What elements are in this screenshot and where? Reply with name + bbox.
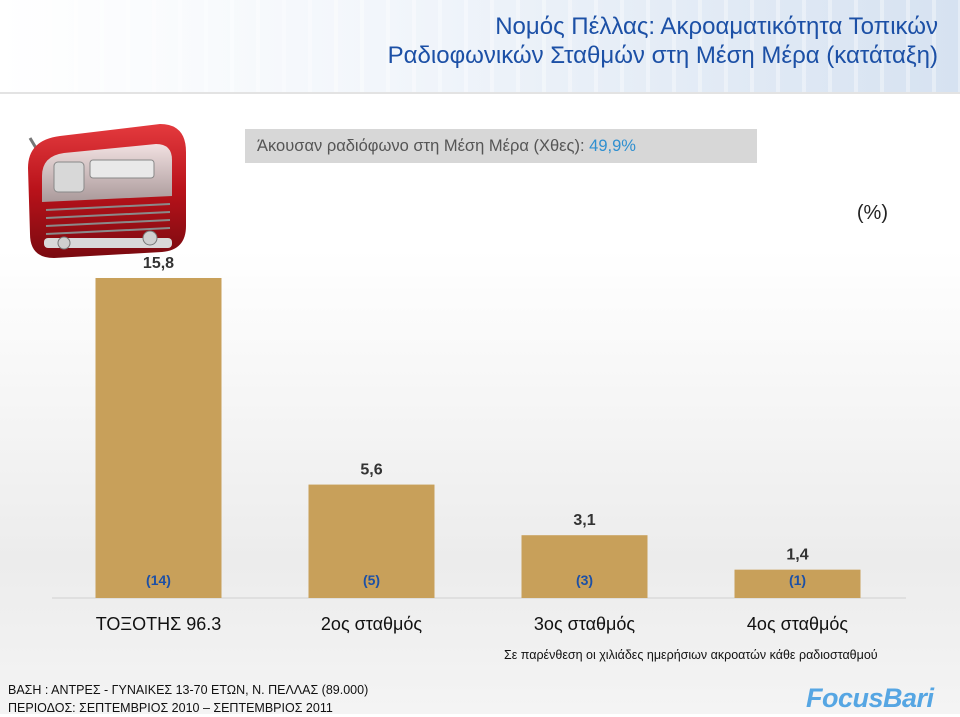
- bar: [521, 535, 648, 598]
- thousands-label: (3): [576, 572, 593, 588]
- bar: [95, 278, 222, 598]
- thousands-label: (5): [363, 572, 380, 588]
- header-divider: [0, 92, 960, 94]
- thousands-label: (1): [789, 572, 806, 588]
- page-title: Νομός Πέλλας: Ακροαματικότητα Τοπικών Ρα…: [238, 12, 938, 70]
- bar: [308, 484, 435, 598]
- logo-part-1: Focus: [806, 683, 884, 713]
- base-line-1: ΒΑΣΗ : ΑΝΤΡΕΣ - ΓΥΝΑΙΚΕΣ 13-70 ΕΤΩΝ, Ν. …: [8, 683, 369, 697]
- title-line-1: Νομός Πέλλας: Ακροαματικότητα Τοπικών: [495, 13, 938, 40]
- data-label: 15,8: [143, 255, 174, 272]
- header-stripes: [0, 0, 960, 92]
- header-band: [0, 0, 960, 92]
- data-label: 3,1: [573, 512, 595, 529]
- logo-part-2: Bari: [883, 683, 934, 713]
- category-label: ΤΟΞΟΤΗΣ 96.3: [96, 614, 222, 634]
- footnote: Σε παρένθεση οι χιλιάδες ημερήσιων ακροα…: [504, 648, 878, 662]
- listened-yesterday-box: Άκουσαν ραδιόφωνο στη Μέση Μέρα (Χθες): …: [245, 129, 757, 163]
- listened-label: Άκουσαν ραδιόφωνο στη Μέση Μέρα (Χθες):: [257, 137, 585, 155]
- base-info: ΒΑΣΗ : ΑΝΤΡΕΣ - ΓΥΝΑΙΚΕΣ 13-70 ΕΤΩΝ, Ν. …: [8, 681, 368, 717]
- data-label: 1,4: [786, 547, 808, 564]
- unit-label: (%): [856, 202, 888, 224]
- focus-bari-logo: FocusBari: [806, 683, 934, 714]
- data-label: 5,6: [360, 462, 382, 479]
- category-label: 3ος σταθμός: [534, 614, 635, 634]
- base-line-2: ΠΕΡΙΟΔΟΣ: ΣΕΠΤΕΜΒΡΙΟΣ 2010 – ΣΕΠΤΕΜΒΡΙΟΣ…: [8, 701, 333, 715]
- category-label: 4ος σταθμός: [747, 614, 848, 634]
- bar: [734, 569, 861, 598]
- thousands-label: (14): [146, 572, 171, 588]
- listened-value: 49,9%: [589, 137, 636, 155]
- category-label: 2ος σταθμός: [321, 614, 422, 634]
- retro-radio-icon: [28, 124, 186, 258]
- title-line-2: Ραδιοφωνικών Σταθμών στη Μέση Μέρα (κατά…: [387, 42, 938, 69]
